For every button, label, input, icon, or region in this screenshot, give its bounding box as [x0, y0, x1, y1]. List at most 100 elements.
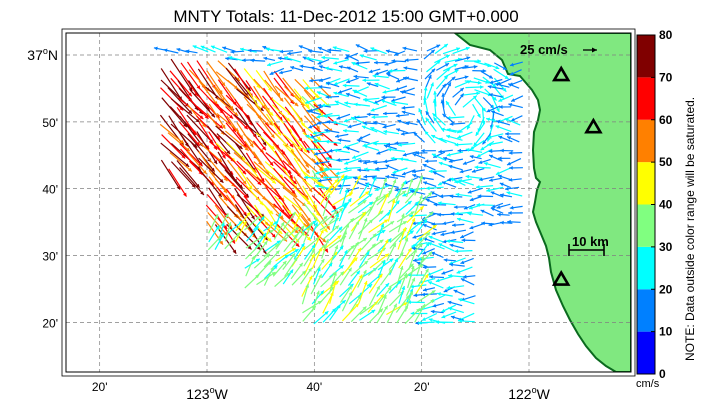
current-vector — [509, 69, 522, 76]
current-vector — [436, 83, 447, 97]
current-vector — [263, 250, 280, 268]
current-vector — [282, 211, 296, 231]
current-vector — [247, 48, 263, 53]
current-vector — [504, 117, 521, 126]
current-vector — [318, 76, 331, 82]
current-vector — [163, 48, 179, 54]
current-vector — [439, 194, 454, 199]
current-vector — [198, 80, 218, 106]
current-vector — [402, 76, 419, 82]
current-vector — [348, 220, 360, 240]
current-vector — [467, 187, 483, 194]
land-layer — [453, 33, 631, 372]
current-vector — [433, 202, 447, 207]
current-vector — [317, 178, 332, 183]
current-vector — [350, 306, 367, 323]
current-vector — [358, 250, 370, 268]
current-vector — [375, 166, 388, 171]
axis-tick-labels: 20' 123oW 40' 20' 122oW 37oN 50' 40' 30' 20' — [27, 46, 550, 402]
current-vector — [342, 128, 359, 133]
current-vector — [458, 179, 474, 186]
current-vector — [292, 143, 310, 168]
current-vector — [176, 160, 201, 189]
current-vector — [323, 167, 341, 171]
current-vector — [458, 298, 475, 305]
current-vector — [434, 43, 449, 55]
current-vector — [244, 274, 260, 289]
current-vector — [200, 45, 216, 53]
current-vector — [329, 174, 345, 195]
current-vector — [208, 214, 219, 234]
current-vector — [160, 159, 181, 190]
current-vector — [484, 62, 500, 70]
current-vector — [346, 77, 359, 84]
current-vector — [415, 273, 429, 295]
current-vector — [496, 203, 511, 209]
current-vector — [480, 209, 494, 217]
current-vector — [449, 122, 466, 126]
lon-tick-label: 123oW — [186, 385, 228, 402]
current-vector — [478, 158, 491, 164]
current-vector — [169, 152, 193, 172]
current-vector — [234, 188, 256, 220]
current-vector — [369, 253, 390, 269]
current-vector — [510, 95, 524, 102]
current-vector — [180, 62, 201, 90]
current-vector — [402, 46, 418, 52]
current-vector — [244, 258, 261, 269]
current-vector — [263, 266, 275, 286]
current-vector — [397, 119, 409, 125]
current-vector — [338, 249, 348, 268]
current-vector — [358, 182, 370, 199]
current-vector — [275, 231, 289, 250]
current-vector — [476, 203, 494, 207]
lat-tick-label: 20' — [42, 316, 58, 330]
current-vector — [426, 60, 441, 73]
current-vector — [282, 269, 294, 285]
current-vector — [454, 75, 469, 81]
current-vector — [329, 304, 342, 321]
current-vector — [363, 144, 380, 151]
current-vector — [305, 56, 323, 62]
current-vector — [469, 223, 484, 230]
current-vector — [325, 95, 340, 99]
current-vector — [347, 270, 361, 286]
current-vector — [497, 212, 510, 217]
current-vector — [353, 74, 369, 79]
graticule — [66, 33, 631, 372]
current-vector — [383, 158, 398, 164]
current-vector — [303, 253, 316, 276]
current-vector — [408, 248, 417, 271]
current-vector — [345, 146, 360, 153]
current-vector — [273, 221, 285, 240]
current-vector — [488, 177, 503, 182]
current-vector — [341, 303, 360, 322]
current-vector — [245, 243, 262, 260]
current-vector — [488, 93, 503, 98]
station-triangle-icon — [584, 117, 603, 134]
current-vector — [313, 267, 321, 285]
colorbar-segment — [637, 289, 655, 332]
current-vector — [332, 46, 350, 53]
current-vector — [344, 52, 359, 60]
current-vector — [227, 159, 247, 185]
current-vector — [446, 285, 465, 290]
current-vector — [357, 201, 374, 214]
current-vector — [438, 243, 455, 252]
current-vector — [413, 132, 425, 143]
current-vector — [314, 151, 330, 156]
current-vector — [294, 78, 317, 101]
current-vector — [304, 86, 323, 91]
current-vector — [425, 110, 435, 124]
lat-tick-label: 50' — [42, 116, 58, 130]
current-vector — [366, 82, 379, 88]
current-vector — [491, 96, 500, 113]
current-vector — [368, 68, 381, 74]
current-vector — [416, 289, 436, 304]
current-vector — [432, 171, 445, 178]
current-vector — [410, 284, 427, 289]
current-vector — [388, 69, 406, 73]
current-vector — [437, 212, 453, 217]
current-vector — [506, 158, 522, 166]
current-vector — [488, 149, 502, 154]
